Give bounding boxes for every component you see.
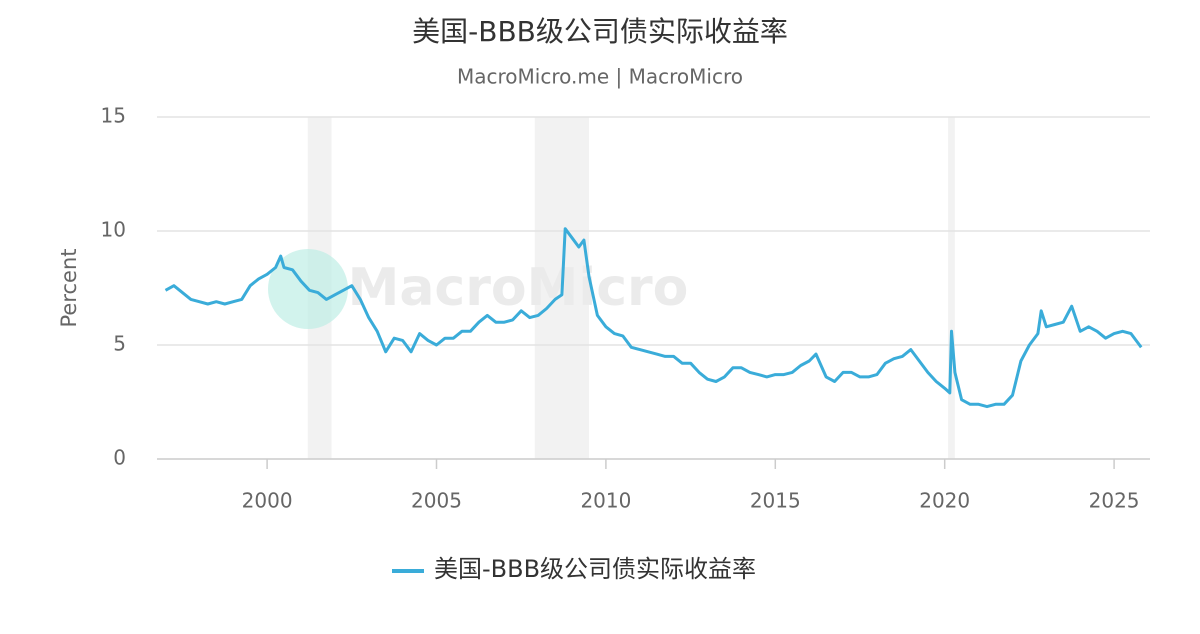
- x-tick-label: 2020: [919, 489, 970, 513]
- x-tick-label: 2025: [1089, 489, 1140, 513]
- y-tick-label: 0: [113, 446, 126, 470]
- x-tick-label: 2005: [411, 489, 462, 513]
- x-tick-label: 2000: [242, 489, 293, 513]
- series-line: [164, 227, 1143, 409]
- y-axis-label: Percent: [57, 248, 81, 327]
- watermark: MacroMicro: [348, 258, 689, 318]
- x-tick-label: 2010: [580, 489, 631, 513]
- y-tick-label: 10: [101, 218, 126, 242]
- y-tick-label: 15: [101, 104, 126, 128]
- chart-subtitle: MacroMicro.me | MacroMicro: [457, 65, 743, 89]
- x-tick-label: 2015: [750, 489, 801, 513]
- chart-title: 美国-BBB级公司债实际收益率: [412, 15, 788, 48]
- y-tick-label: 5: [113, 332, 126, 356]
- shaded-period: [948, 117, 955, 459]
- legend-label: 美国-BBB级公司债实际收益率: [434, 555, 756, 583]
